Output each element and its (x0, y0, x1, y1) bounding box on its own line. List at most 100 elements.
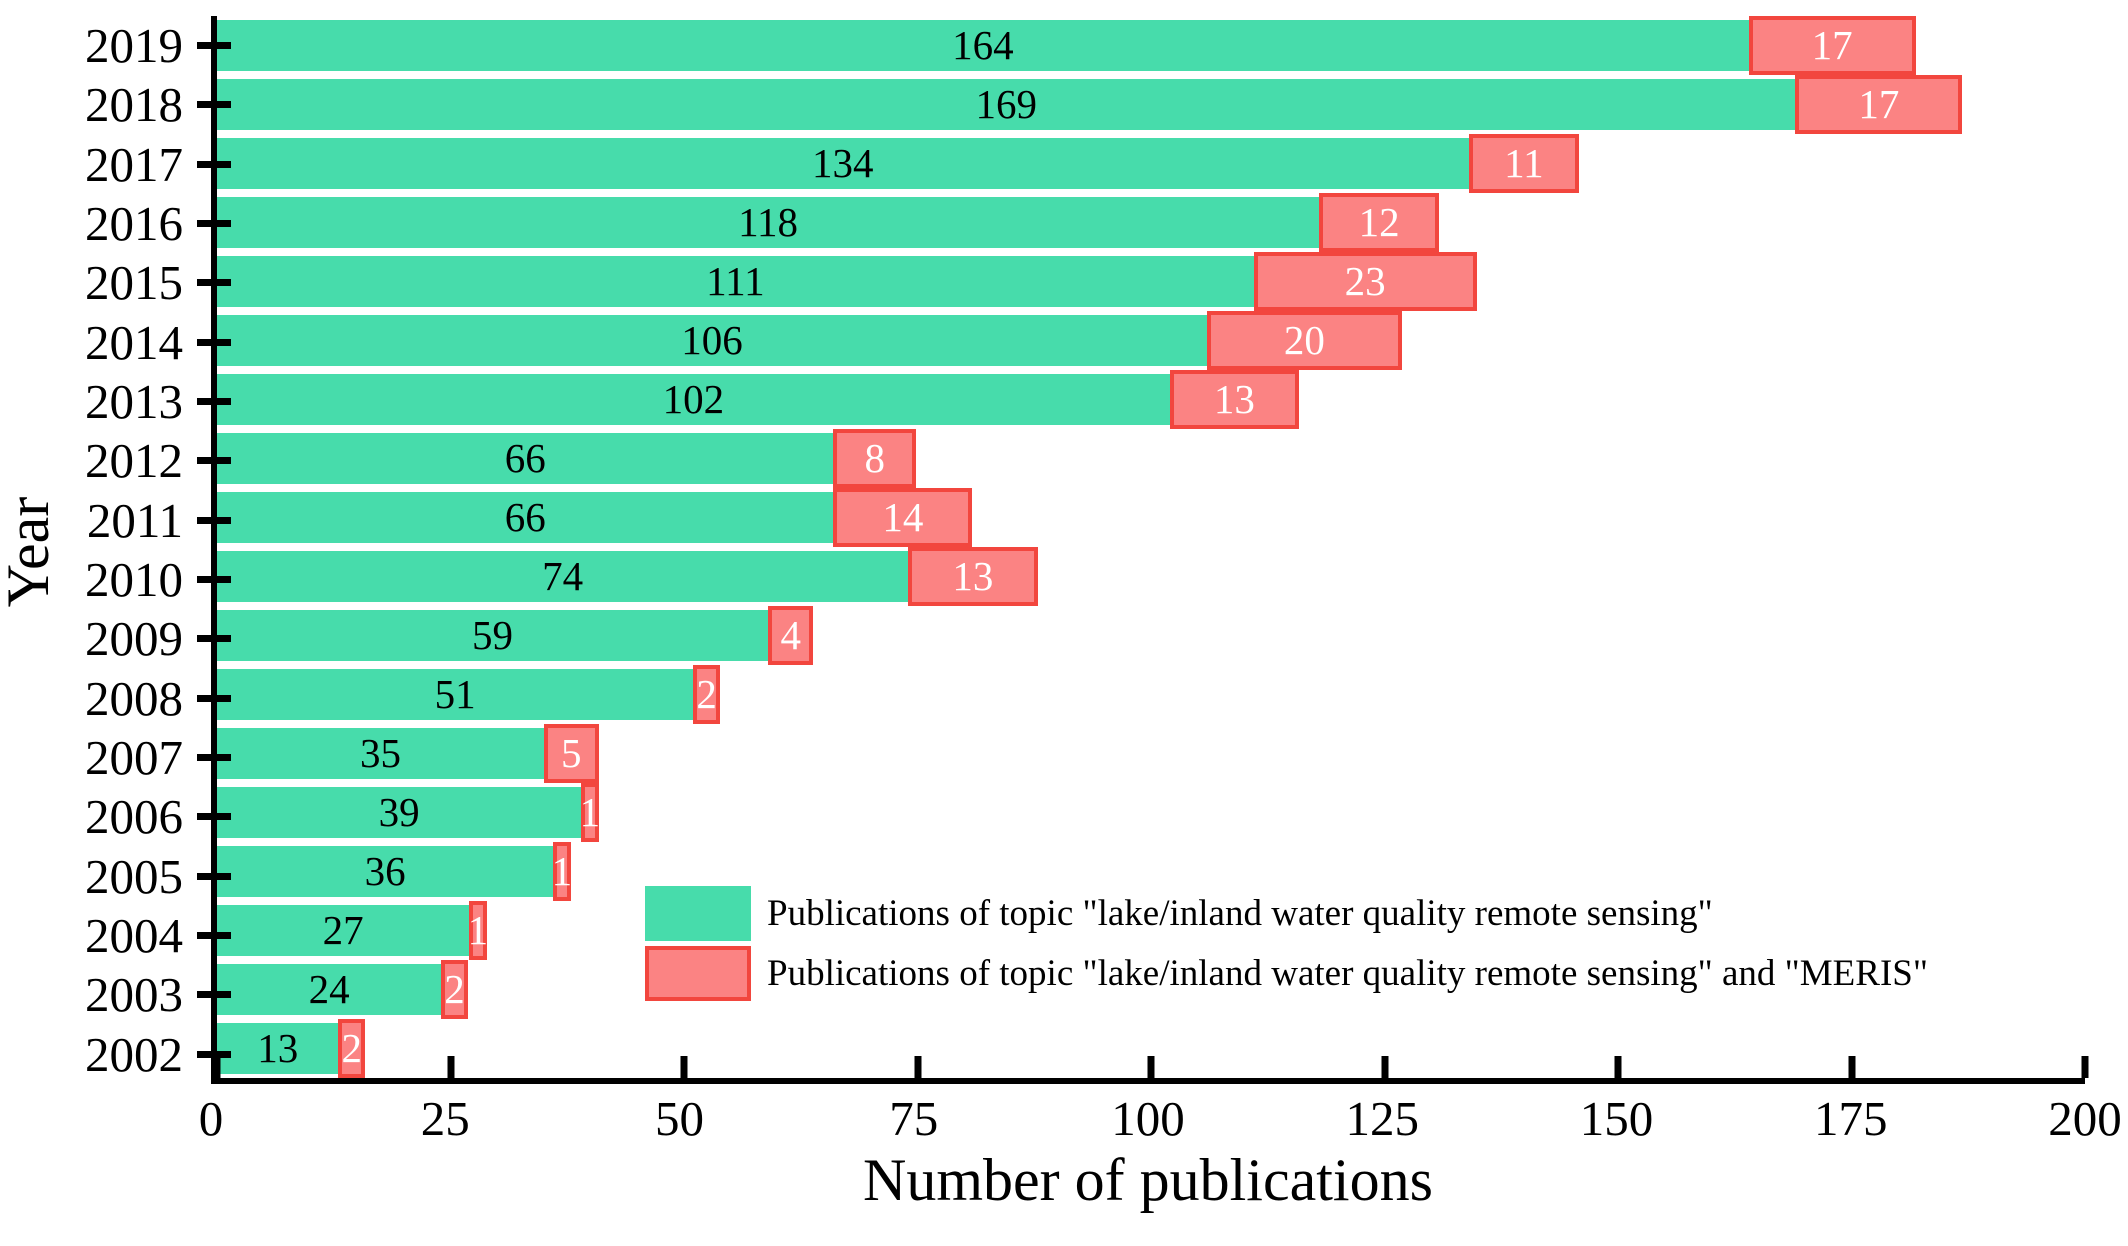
year-label: 2016 (85, 196, 183, 252)
bar-value-label: 12 (1358, 199, 1400, 245)
y-tick-mark (197, 220, 231, 228)
legend-item-lake: Publications of topic "lake/inland water… (645, 886, 1928, 941)
lake-publications-bar: 66 (217, 492, 834, 543)
lake-publications-bar: 169 (217, 79, 1796, 130)
meris-publications-bar: 14 (833, 488, 973, 547)
year-label: 2006 (85, 789, 183, 845)
y-tick-mark (197, 398, 231, 406)
legend-swatch-meris-icon (645, 946, 751, 1001)
lake-publications-bar: 111 (217, 256, 1254, 307)
lake-publications-bar: 102 (217, 374, 1170, 425)
bar-value-label: 118 (738, 199, 799, 245)
bar-value-label: 24 (308, 966, 350, 1012)
bar-row-2004: 27 1 (217, 901, 2085, 960)
bar-row-2005: 36 1 (217, 842, 2085, 901)
x-tick-mark (1147, 1056, 1155, 1078)
bar-value-label: 66 (504, 494, 546, 540)
bar-value-label: 2 (341, 1025, 363, 1071)
x-tick-mark (447, 1056, 454, 1078)
year-label-row: 2012 (0, 431, 231, 490)
year-label-row: 2019 (0, 16, 231, 75)
y-tick-mark (197, 932, 231, 940)
year-label: 2007 (85, 730, 183, 786)
x-tick-label: 75 (889, 1091, 939, 1146)
bar-value-label: 5 (560, 730, 582, 776)
x-tick-mark (213, 1056, 221, 1078)
year-label-row: 2011 (0, 491, 231, 550)
year-label-row: 2017 (0, 135, 231, 194)
year-label: 2002 (85, 1026, 183, 1082)
year-label-row: 2002 (0, 1025, 231, 1084)
x-tick-label: 175 (1814, 1091, 1888, 1146)
y-tick-mark (197, 813, 231, 821)
year-label-row: 2010 (0, 550, 231, 609)
y-tick-mark (197, 635, 231, 643)
meris-publications-bar: 13 (1169, 370, 1300, 429)
lake-publications-bar: 74 (217, 551, 909, 602)
year-label-row: 2018 (0, 75, 231, 134)
meris-publications-bar: 2 (441, 960, 468, 1019)
lake-publications-bar: 27 (217, 905, 470, 956)
year-label: 2015 (85, 255, 183, 311)
bar-value-label: 164 (952, 22, 1014, 68)
y-tick-mark (197, 279, 231, 287)
bar-row-2010: 74 13 (217, 547, 2085, 606)
lake-publications-bar: 36 (217, 846, 554, 897)
bar-row-2013: 102 13 (217, 370, 2085, 429)
x-tick-mark (1381, 1056, 1388, 1078)
meris-publications-bar: 17 (1748, 16, 1916, 75)
bar-row-2015: 111 23 (217, 252, 2085, 311)
bar-value-label: 27 (322, 907, 364, 953)
meris-publications-bar: 12 (1319, 193, 1440, 252)
bar-row-2017: 134 11 (217, 134, 2085, 193)
year-label-row: 2007 (0, 728, 231, 787)
year-label: 2019 (85, 18, 183, 74)
x-tick-mark (680, 1056, 688, 1078)
x-tick-label: 200 (2048, 1091, 2122, 1146)
bar-row-2009: 59 4 (217, 606, 2085, 665)
bar-value-label: 1 (551, 848, 573, 894)
year-label: 2013 (85, 374, 183, 430)
bar-value-label: 14 (882, 494, 924, 540)
bar-row-2016: 118 12 (217, 193, 2085, 252)
y-axis-labels: 2019 2018 2017 2016 2015 2014 2013 2012 2011 2010… (0, 16, 231, 1084)
x-axis-title: Number of publications (863, 1147, 1433, 1213)
y-tick-mark (197, 42, 231, 50)
legend-item-meris: Publications of topic "lake/inland water… (645, 946, 1928, 1001)
x-tick-label: 50 (655, 1091, 704, 1146)
y-tick-mark (197, 694, 231, 702)
x-tick-mark (2081, 1056, 2089, 1078)
bar-value-label: 2 (444, 966, 465, 1012)
legend: Publications of topic "lake/inland water… (645, 886, 1928, 1001)
x-tick-mark (1848, 1056, 1855, 1078)
lake-publications-bar: 106 (217, 315, 1208, 366)
year-label-row: 2003 (0, 965, 231, 1024)
bar-value-label: 23 (1344, 258, 1386, 304)
lake-publications-bar: 51 (217, 669, 694, 720)
year-label-row: 2005 (0, 847, 231, 906)
y-tick-mark (197, 576, 231, 584)
meris-publications-bar: 23 (1253, 252, 1477, 311)
bar-value-label: 1 (467, 907, 489, 953)
year-label-row: 2004 (0, 906, 231, 965)
bar-value-label: 59 (472, 612, 514, 658)
meris-publications-bar: 8 (833, 429, 917, 488)
bar-value-label: 17 (1811, 22, 1853, 68)
bar-row-2008: 51 2 (217, 665, 2085, 724)
year-label-row: 2009 (0, 609, 231, 668)
y-tick-mark (197, 160, 231, 168)
x-tick-label: 25 (420, 1091, 470, 1146)
bar-value-label: 17 (1858, 81, 1900, 127)
year-label-row: 2016 (0, 194, 231, 253)
y-tick-mark (197, 991, 231, 999)
x-tick-label: 125 (1345, 1091, 1420, 1146)
year-label-row: 2008 (0, 669, 231, 728)
meris-publications-bar: 13 (908, 547, 1038, 606)
bar-value-label: 169 (975, 81, 1037, 127)
bar-value-label: 36 (364, 848, 406, 894)
x-tick-mark (914, 1056, 921, 1078)
bar-row-2011: 66 14 (217, 488, 2085, 547)
bar-value-label: 74 (542, 553, 584, 599)
bar-value-label: 106 (681, 317, 743, 363)
